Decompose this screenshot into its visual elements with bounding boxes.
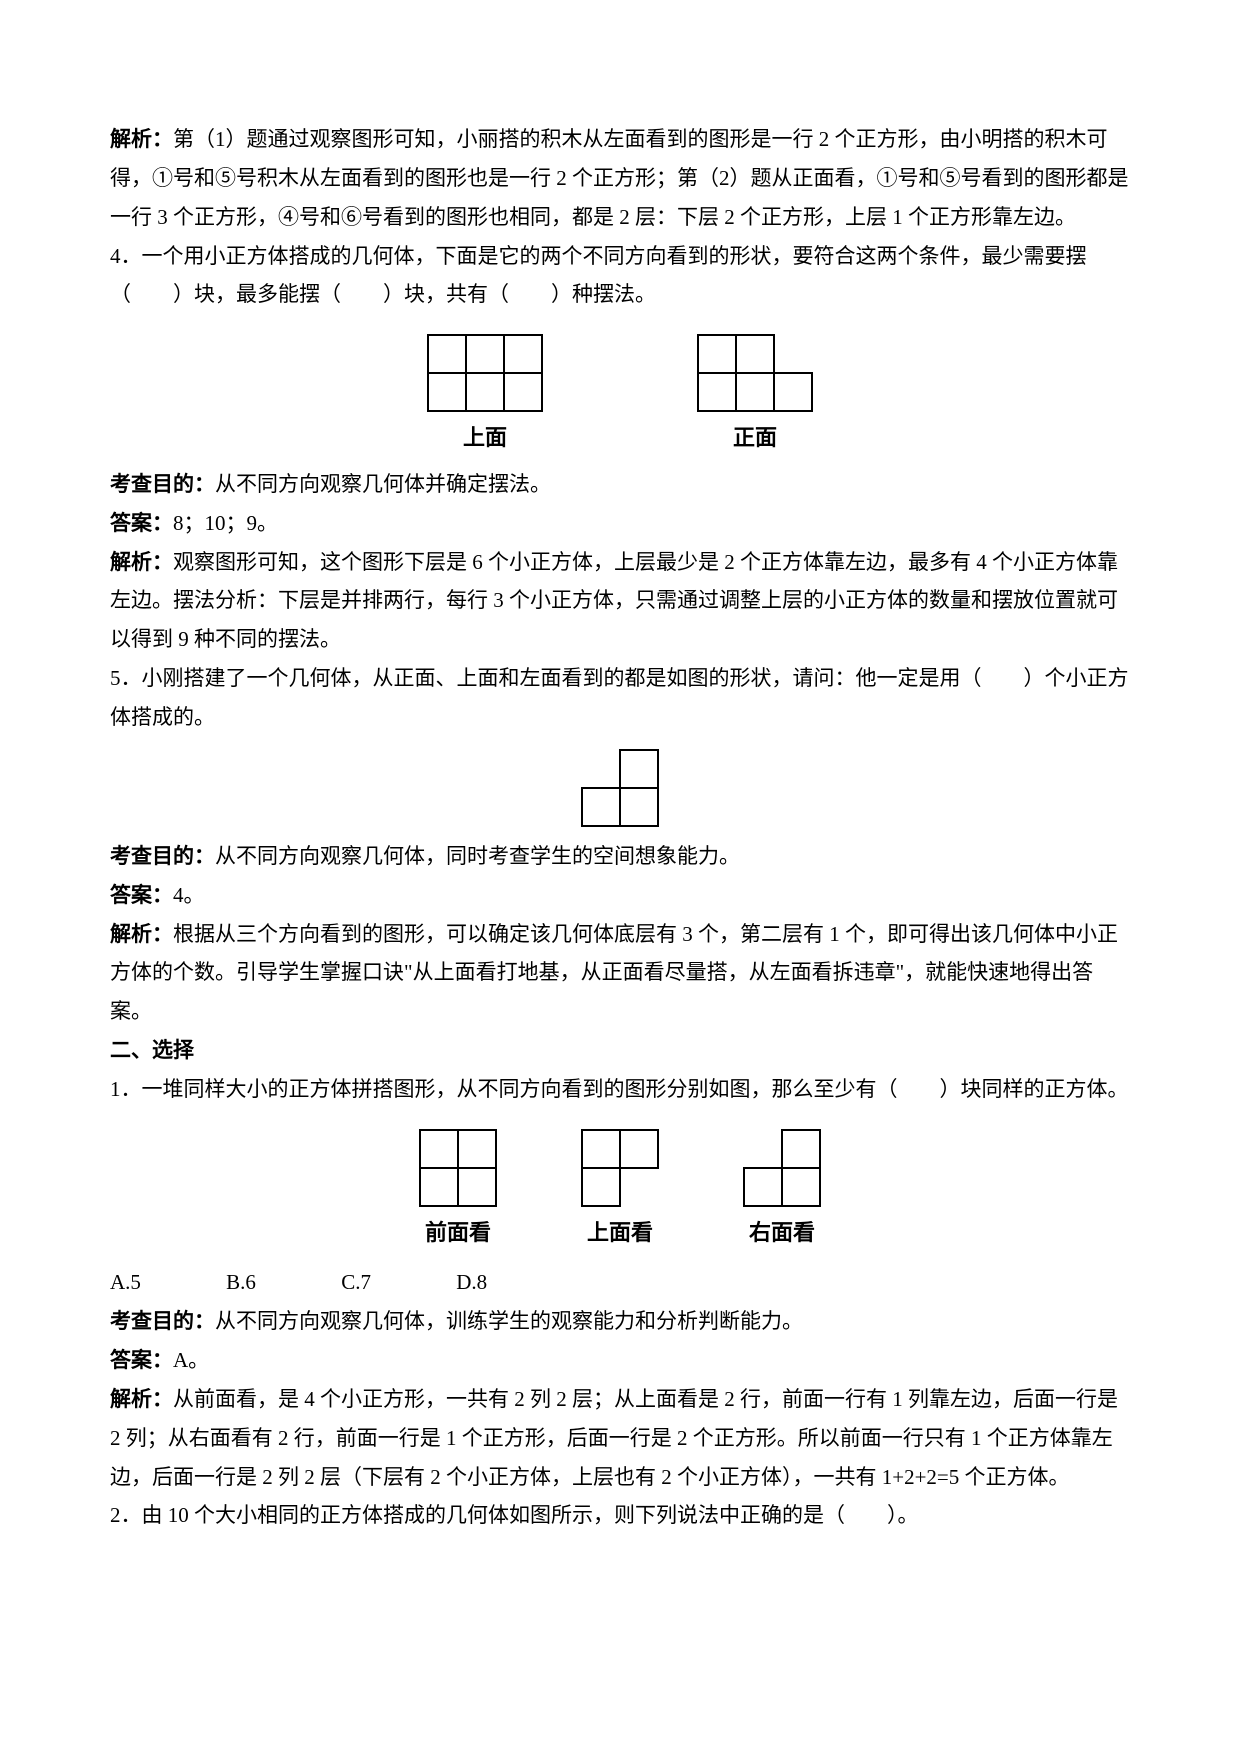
- option-a: A.5: [110, 1270, 141, 1294]
- l-shape-figure: [579, 747, 661, 829]
- l-shape-figure: [695, 332, 815, 414]
- paragraph: 解析：第（1）题通过观察图形可知，小丽搭的积木从左面看到的图形是一行 2 个正方…: [110, 120, 1130, 237]
- paragraph: 解析：根据从三个方向看到的图形，可以确定该几何体底层有 3 个，第二层有 1 个…: [110, 915, 1130, 1032]
- paragraph: 解析：观察图形可知，这个图形下层是 6 个小正方体，上层最少是 2 个正方体靠左…: [110, 543, 1130, 660]
- question-4: 4．一个用小正方体搭成的几何体，下面是它的两个不同方向看到的形状，要符合这两个条…: [110, 237, 1130, 315]
- question-1: 1．一堆同样大小的正方体拼搭图形，从不同方向看到的图形分别如图，那么至少有（ ）…: [110, 1070, 1130, 1109]
- text: 从前面看，是 4 个小正方形，一共有 2 列 2 层；从上面看是 2 行，前面一…: [110, 1387, 1118, 1489]
- options-row: A.5 B.6 C.7 D.8: [110, 1263, 1130, 1302]
- bold-prefix: 答案：: [110, 883, 173, 907]
- paragraph: 考查目的：从不同方向观察几何体并确定摆法。: [110, 465, 1130, 504]
- bold-prefix: 解析：: [110, 550, 173, 574]
- figure-label: 右面看: [749, 1213, 815, 1254]
- text: A。: [173, 1348, 209, 1372]
- text: 第（1）题通过观察图形可知，小丽搭的积木从左面看到的图形是一行 2 个正方形，由…: [110, 127, 1129, 229]
- q4-figures: 上面 正面: [110, 332, 1130, 459]
- option-b: B.6: [226, 1270, 256, 1294]
- question-2: 2．由 10 个大小相同的正方体搭成的几何体如图所示，则下列说法中正确的是（ ）…: [110, 1496, 1130, 1535]
- paragraph: 考查目的：从不同方向观察几何体，同时考查学生的空间想象能力。: [110, 837, 1130, 876]
- paragraph: 解析：从前面看，是 4 个小正方形，一共有 2 列 2 层；从上面看是 2 行，…: [110, 1380, 1130, 1497]
- grid-figure: [417, 1127, 499, 1209]
- bold-prefix: 考查目的：: [110, 472, 215, 496]
- q4-front-view: 正面: [695, 332, 815, 459]
- q4-top-view: 上面: [425, 332, 545, 459]
- option-d: D.8: [456, 1270, 487, 1294]
- bold-prefix: 解析：: [110, 127, 173, 151]
- bold-prefix: 答案：: [110, 511, 173, 535]
- paragraph: 答案：A。: [110, 1341, 1130, 1380]
- text: 从不同方向观察几何体，同时考查学生的空间想象能力。: [215, 844, 740, 868]
- paragraph: 考查目的：从不同方向观察几何体，训练学生的观察能力和分析判断能力。: [110, 1302, 1130, 1341]
- figure-label: 上面看: [587, 1213, 653, 1254]
- bold-prefix: 考查目的：: [110, 1309, 215, 1333]
- figure-label: 正面: [733, 418, 777, 459]
- grid-figure: [425, 332, 545, 414]
- option-c: C.7: [341, 1270, 371, 1294]
- l-shape-figure: [579, 1127, 661, 1209]
- q1-figures: 前面看 上面看 右面看: [110, 1127, 1130, 1254]
- bold-prefix: 答案：: [110, 1348, 173, 1372]
- figure-label: 前面看: [425, 1213, 491, 1254]
- question-5: 5．小刚搭建了一个几何体，从正面、上面和左面看到的都是如图的形状，请问：他一定是…: [110, 659, 1130, 737]
- text: 观察图形可知，这个图形下层是 6 个小正方体，上层最少是 2 个正方体靠左边，最…: [110, 550, 1118, 652]
- text: 根据从三个方向看到的图形，可以确定该几何体底层有 3 个，第二层有 1 个，即可…: [110, 922, 1118, 1024]
- q1-top-view: 上面看: [579, 1127, 661, 1254]
- section-heading: 二、选择: [110, 1031, 1130, 1070]
- text: 从不同方向观察几何体并确定摆法。: [215, 472, 551, 496]
- text: 从不同方向观察几何体，训练学生的观察能力和分析判断能力。: [215, 1309, 803, 1333]
- bold-prefix: 考查目的：: [110, 844, 215, 868]
- text: 8；10；9。: [173, 511, 278, 535]
- q5-figure: [110, 747, 1130, 829]
- document-body: 解析：第（1）题通过观察图形可知，小丽搭的积木从左面看到的图形是一行 2 个正方…: [110, 120, 1130, 1535]
- bold-prefix: 解析：: [110, 1387, 173, 1411]
- paragraph: 答案：4。: [110, 876, 1130, 915]
- bold-prefix: 解析：: [110, 922, 173, 946]
- text: 4。: [173, 883, 205, 907]
- q1-right-view: 右面看: [741, 1127, 823, 1254]
- q1-front-view: 前面看: [417, 1127, 499, 1254]
- l-shape-figure: [741, 1127, 823, 1209]
- figure-label: 上面: [463, 418, 507, 459]
- paragraph: 答案：8；10；9。: [110, 504, 1130, 543]
